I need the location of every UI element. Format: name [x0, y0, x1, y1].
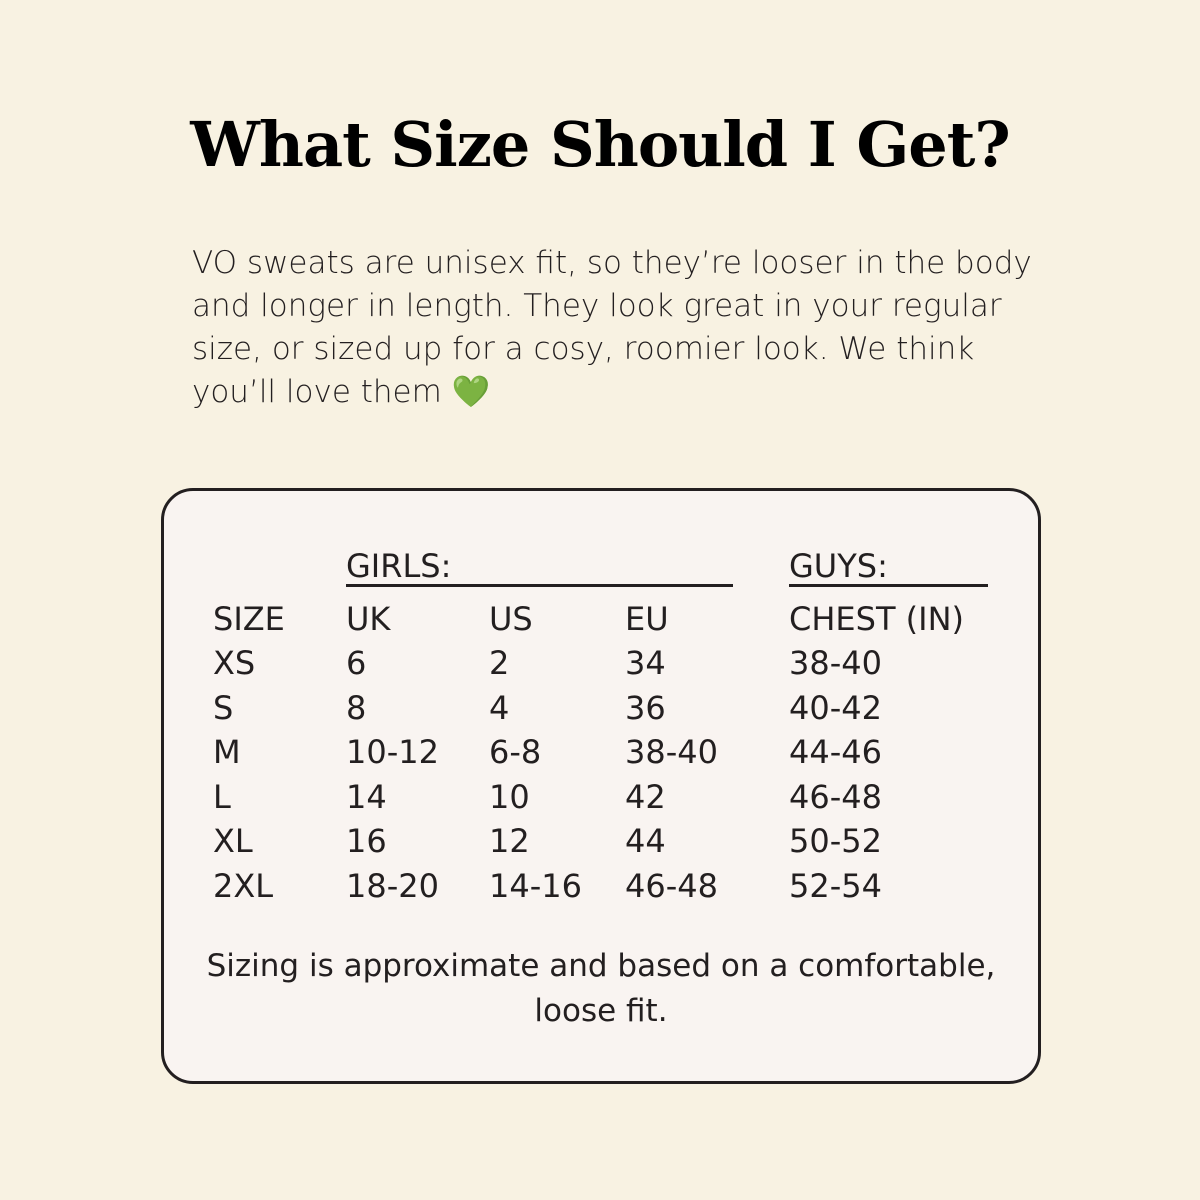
table-cell: S — [213, 688, 234, 727]
table-cell: 6 — [346, 644, 367, 682]
table-cell: 52-54 — [789, 866, 882, 905]
table-cell: M — [213, 733, 241, 771]
table-cell: L — [213, 777, 231, 816]
table-cell: 46-48 — [625, 866, 718, 905]
table-cell: 44 — [625, 822, 666, 860]
table-cell: 12 — [489, 822, 530, 860]
table-cell: 44-46 — [789, 733, 882, 771]
table-cell: XL — [213, 822, 253, 860]
intro-text: VO sweats are unisex fit, so they’re loo… — [192, 242, 1032, 414]
table-cell: 16 — [346, 822, 387, 860]
column-header: SIZE — [213, 600, 285, 638]
table-cell: 34 — [625, 644, 666, 682]
column-header: UK — [346, 600, 391, 638]
table-cell: 4 — [489, 688, 510, 727]
table-cell: 38-40 — [625, 733, 718, 771]
green-heart-icon: 💚 — [451, 374, 491, 410]
table-cell: 6-8 — [489, 733, 542, 771]
table-cell: 18-20 — [346, 866, 439, 905]
page-title: What Size Should I Get? — [190, 108, 1010, 181]
table-cell: XS — [213, 644, 256, 682]
size-chart-card — [161, 488, 1041, 1084]
table-cell: 14-16 — [489, 866, 582, 905]
table-cell: 2 — [489, 644, 510, 682]
guys-divider — [789, 584, 988, 587]
column-header: US — [489, 600, 533, 638]
table-cell: 50-52 — [789, 822, 882, 860]
table-cell: 42 — [625, 777, 666, 816]
table-cell: 46-48 — [789, 777, 882, 816]
girls-divider — [346, 584, 733, 587]
sizing-note: Sizing is approximate and based on a com… — [206, 948, 996, 1029]
group-girls: GIRLS: — [346, 547, 452, 585]
table-cell: 8 — [346, 688, 367, 727]
column-header: CHEST (IN) — [789, 600, 964, 638]
table-cell: 10 — [489, 777, 530, 816]
intro-body: VO sweats are unisex fit, so they’re loo… — [192, 245, 1032, 410]
table-cell: 38-40 — [789, 644, 882, 682]
group-guys: GUYS: — [789, 547, 888, 585]
column-header: EU — [625, 600, 669, 638]
table-cell: 36 — [625, 688, 666, 727]
table-cell: 2XL — [213, 866, 274, 905]
table-cell: 14 — [346, 777, 387, 816]
table-cell: 10-12 — [346, 733, 439, 771]
table-cell: 40-42 — [789, 688, 882, 727]
